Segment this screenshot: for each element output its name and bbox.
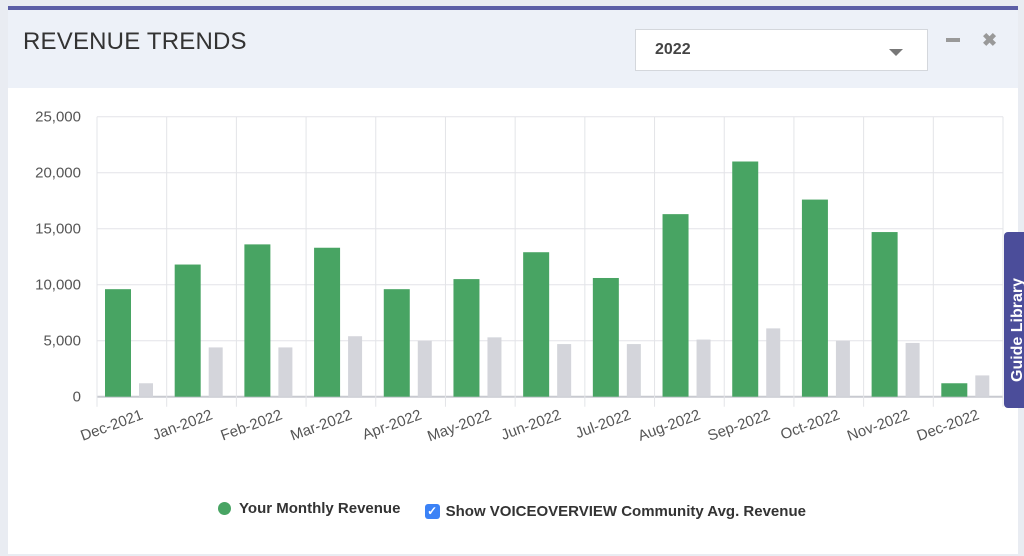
community-avg-bar bbox=[557, 344, 572, 397]
community-avg-bar bbox=[626, 344, 641, 397]
revenue-bar bbox=[453, 279, 480, 397]
revenue-bar bbox=[871, 232, 898, 397]
x-tick-label: Feb-2022 bbox=[218, 406, 284, 444]
revenue-bar bbox=[174, 264, 201, 397]
revenue-bar bbox=[941, 383, 968, 397]
guide-library-label: Guide Library bbox=[1009, 277, 1024, 382]
x-tick-label: Sep-2022 bbox=[705, 406, 772, 444]
revenue-bar bbox=[314, 247, 341, 397]
community-avg-bar bbox=[975, 375, 990, 397]
close-icon[interactable]: ✖ bbox=[982, 30, 998, 50]
community-avg-bar bbox=[835, 340, 850, 397]
revenue-bar-chart: 0 5,000 10,000 15,000 20,000 25,000 Dec-2021 Ja… bbox=[35, 109, 1004, 445]
community-avg-bar bbox=[278, 347, 293, 397]
community-avg-bar bbox=[208, 347, 223, 397]
x-tick-label: Dec-2022 bbox=[915, 406, 982, 444]
community-avg-bar bbox=[766, 328, 781, 397]
x-tick-label: Jun-2022 bbox=[499, 406, 564, 443]
x-tick-label: Aug-2022 bbox=[636, 406, 703, 444]
revenue-bar bbox=[732, 161, 759, 397]
y-tick-label: 25,000 bbox=[35, 109, 81, 126]
widget-header: REVENUE TRENDS 2022 ✖ bbox=[8, 10, 1018, 88]
checkbox-checked-icon[interactable]: ✓ bbox=[424, 504, 440, 519]
x-tick-label: Jan-2022 bbox=[150, 406, 215, 443]
green-dot-icon bbox=[218, 502, 232, 515]
revenue-bar bbox=[801, 199, 828, 397]
community-avg-bar bbox=[487, 337, 502, 397]
x-tick-label: Nov-2022 bbox=[845, 406, 912, 444]
revenue-bar bbox=[592, 277, 619, 397]
revenue-bar bbox=[244, 244, 271, 397]
widget-title: REVENUE TRENDS bbox=[23, 28, 247, 55]
legend-community-label: Show VOICEOVERVIEW Community Avg. Revenu… bbox=[445, 503, 806, 520]
x-tick-label: May-2022 bbox=[425, 406, 493, 445]
chevron-down-icon bbox=[889, 49, 903, 56]
community-avg-bar bbox=[417, 340, 432, 397]
community-avg-bar bbox=[905, 342, 920, 397]
legend-revenue[interactable]: Your Monthly Revenue bbox=[218, 500, 400, 517]
y-tick-label: 10,000 bbox=[35, 277, 81, 294]
y-tick-label: 20,000 bbox=[35, 165, 81, 182]
revenue-bar bbox=[523, 252, 550, 397]
revenue-bar bbox=[105, 289, 131, 397]
x-tick-label: Mar-2022 bbox=[288, 406, 354, 444]
community-avg-bar bbox=[696, 339, 711, 397]
x-tick-label: Oct-2022 bbox=[778, 406, 842, 443]
revenue-bar bbox=[662, 214, 689, 397]
legend-revenue-label: Your Monthly Revenue bbox=[239, 500, 401, 517]
revenue-bar bbox=[383, 289, 410, 397]
x-tick-label: Jul-2022 bbox=[573, 406, 633, 442]
x-tick-label: Dec-2021 bbox=[78, 406, 145, 444]
y-tick-label: 15,000 bbox=[35, 221, 81, 238]
community-avg-bar bbox=[348, 336, 363, 397]
legend-community[interactable]: ✓ Show VOICEOVERVIEW Community Avg. Reven… bbox=[424, 503, 806, 520]
year-select-value: 2022 bbox=[655, 41, 691, 58]
x-tick-label: Apr-2022 bbox=[360, 406, 424, 443]
y-tick-label: 5,000 bbox=[43, 333, 81, 350]
minimize-icon[interactable] bbox=[946, 38, 960, 42]
year-select[interactable]: 2022 bbox=[635, 29, 928, 71]
chart-legend: Your Monthly Revenue ✓ Show VOICEOVERVIEW… bbox=[0, 500, 1024, 520]
y-tick-label: 0 bbox=[73, 389, 81, 406]
guide-library-tab[interactable]: Guide Library bbox=[1004, 232, 1024, 408]
community-avg-bar bbox=[139, 383, 153, 397]
